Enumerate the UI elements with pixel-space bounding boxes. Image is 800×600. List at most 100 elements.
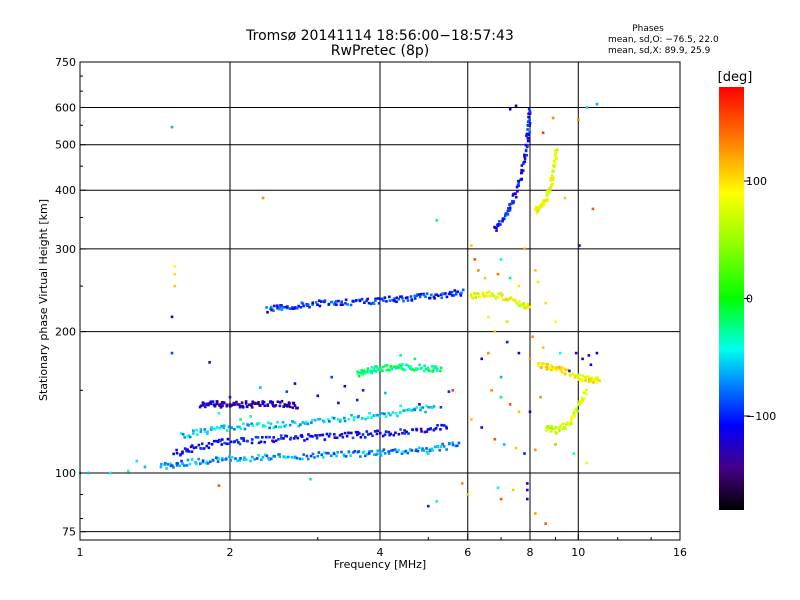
scatter-point [539,395,542,399]
trace-point [352,418,356,422]
trace-point [250,441,254,445]
trace-point [218,404,222,408]
trace-point [364,454,367,458]
trace-point [353,449,357,453]
trace-point [368,411,371,415]
trace-point [241,406,245,409]
trace-point [404,449,408,453]
trace-point [210,426,213,429]
trace-point [186,448,189,451]
colorbar-tick-label: 0 [746,293,753,306]
trace-point [370,366,374,369]
trace-point [431,370,434,373]
trace-point [517,304,521,307]
trace-point [495,229,498,232]
trace-point [257,400,260,404]
trace-point [390,367,394,371]
trace-point [242,458,246,461]
trace-point [254,402,258,405]
trace-point [499,292,502,295]
trace-point [419,292,423,296]
trace-point [544,199,547,202]
trace-point [424,367,428,371]
trace-point [372,367,376,370]
trace-point [278,401,282,404]
trace-point [428,448,432,452]
trace-point [380,297,384,301]
trace-point [290,455,294,459]
scatter-point [541,131,545,135]
trace-point [587,380,591,384]
trace-point [272,309,275,312]
trace-point [507,209,510,213]
x-axis-label: Frequency [MHz] [334,558,426,571]
trace-point [589,378,593,382]
trace-point [559,423,563,427]
trace-point [438,448,442,452]
trace-point [425,430,429,433]
trace-point [207,403,210,407]
trace-point [440,423,443,427]
trace-point [347,450,351,453]
trace-point [541,362,544,365]
trace-point [558,367,562,371]
scatter-point [523,452,526,455]
trace-point [391,298,395,302]
trace-point [421,406,425,409]
trace-point [341,435,345,439]
trace-point [285,306,289,310]
trace-point [185,449,188,453]
trace-point [246,439,249,443]
scatter-point [554,443,557,446]
trace-point [519,303,523,306]
scatter-point [589,363,593,367]
scatter-point [330,375,334,379]
trace-point [435,293,439,297]
trace-point [340,432,344,436]
trace-point [365,430,369,433]
trace-point [287,404,291,407]
scatter-point [581,357,584,361]
trace-point [367,452,371,455]
trace-point [169,462,172,466]
scatter-point [541,346,545,349]
trace-point [361,433,365,436]
trace-point [436,445,440,449]
trace-point [474,292,478,295]
trace-point [164,461,167,465]
trace-point [336,450,340,454]
trace-point [215,400,219,403]
trace-point [278,404,282,408]
trace-point [327,418,330,421]
trace-point [269,457,273,461]
trace-point [261,401,264,405]
trace-point [400,295,403,298]
trace-point [415,448,418,451]
trace-point [406,296,409,299]
scatter-point [493,330,497,333]
trace-point [587,377,591,381]
trace-point [225,429,229,432]
trace-point [163,463,166,466]
trace-point [282,437,285,440]
trace-point [293,404,297,407]
trace-point [220,424,223,428]
trace-point [330,300,334,304]
trace-point [257,454,260,457]
trace-point [595,381,599,384]
trace-point [401,368,405,371]
trace-point [213,404,217,408]
trace-point [522,162,525,165]
trace-point [301,421,305,424]
trace-point [441,292,444,295]
trace-point [278,307,281,311]
trace-point [431,406,434,410]
trace-point [240,437,243,440]
trace-point [540,366,544,369]
trace-point [575,407,578,410]
trace-point [340,450,343,454]
trace-point [306,422,310,426]
trace-point [277,437,280,441]
trace-point [576,376,580,380]
trace-point [238,403,241,406]
